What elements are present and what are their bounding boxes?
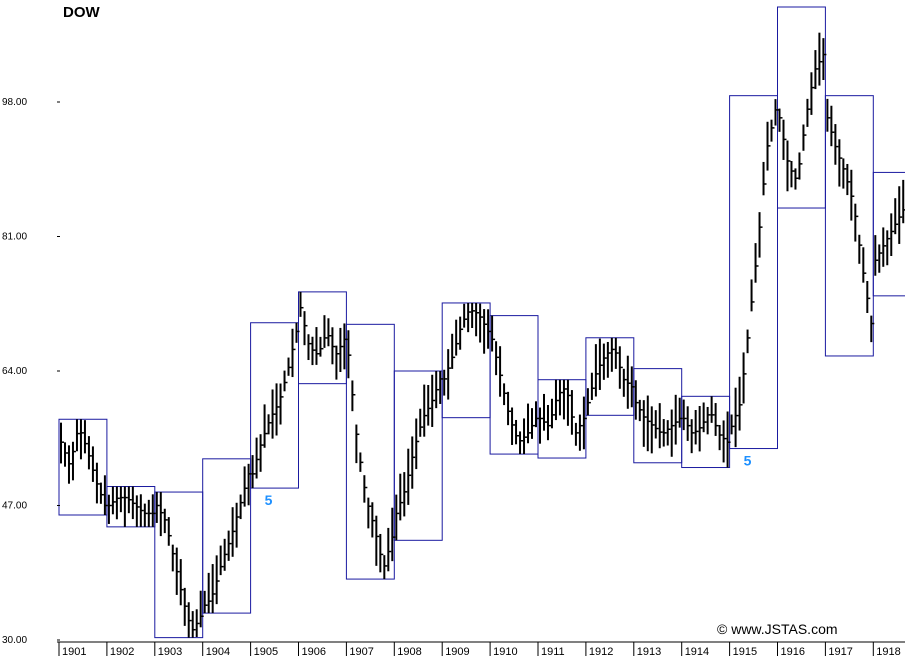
range-box-1911 xyxy=(537,379,587,459)
x-tick-label: 1904 xyxy=(206,646,230,658)
wave-label-1905: 5 xyxy=(265,492,273,508)
y-tick-label: 64.00 xyxy=(2,366,27,377)
x-tick-label: 1917 xyxy=(828,646,852,658)
range-box-1916 xyxy=(777,6,826,209)
wave-label-1915: 5 xyxy=(744,453,752,469)
wave-labels: 55 xyxy=(265,453,752,509)
chart-title: DOW xyxy=(63,4,101,21)
x-tick-label: 1903 xyxy=(158,646,182,658)
range-box-1914 xyxy=(681,395,731,469)
y-tick-label: 98.00 xyxy=(2,97,27,108)
range-box-1907 xyxy=(345,323,395,580)
range-box-1908 xyxy=(393,370,443,541)
range-box-1901 xyxy=(58,418,108,516)
range-box-1917 xyxy=(824,95,874,357)
tick-layer: 30.00 47.00 64.00 81.00 98.00 1901 1902 1903 190… xyxy=(2,97,901,658)
range-box-1918 xyxy=(872,171,905,297)
range-box-1903 xyxy=(154,491,204,639)
y-tick-label: 47.00 xyxy=(2,501,27,512)
x-tick-label: 1908 xyxy=(397,646,421,658)
range-box-1909 xyxy=(441,302,491,419)
x-tick-label: 1910 xyxy=(493,646,517,658)
x-tick-label: 1906 xyxy=(302,646,326,658)
copyright-text: © www.JSTAS.com xyxy=(717,621,838,637)
x-tick-label: 1913 xyxy=(637,646,661,658)
range-box-1913 xyxy=(633,368,683,464)
x-tick-label: 1914 xyxy=(685,646,709,658)
y-tick-label: 81.00 xyxy=(2,232,27,243)
range-box-1906 xyxy=(298,291,347,385)
x-tick-label: 1915 xyxy=(733,646,757,658)
x-tick-label: 1905 xyxy=(254,646,278,658)
x-tick-label: 1909 xyxy=(445,646,469,658)
range-box-1912 xyxy=(585,337,635,416)
price-bars xyxy=(60,32,905,638)
yearly-range-boxes xyxy=(58,6,905,639)
x-tick-label: 1902 xyxy=(110,646,134,658)
range-box-1905 xyxy=(250,322,300,489)
range-box-1902 xyxy=(106,486,156,528)
x-tick-label: 1916 xyxy=(781,646,805,658)
x-tick-label: 1912 xyxy=(589,646,613,658)
range-box-1915 xyxy=(729,95,778,450)
x-tick-label: 1918 xyxy=(876,646,900,658)
range-box-1904 xyxy=(202,458,252,614)
x-tick-label: 1911 xyxy=(541,646,565,658)
x-tick-label: 1907 xyxy=(349,646,373,658)
y-tick-label: 30.00 xyxy=(2,635,27,646)
x-tick-label: 1901 xyxy=(62,646,86,658)
